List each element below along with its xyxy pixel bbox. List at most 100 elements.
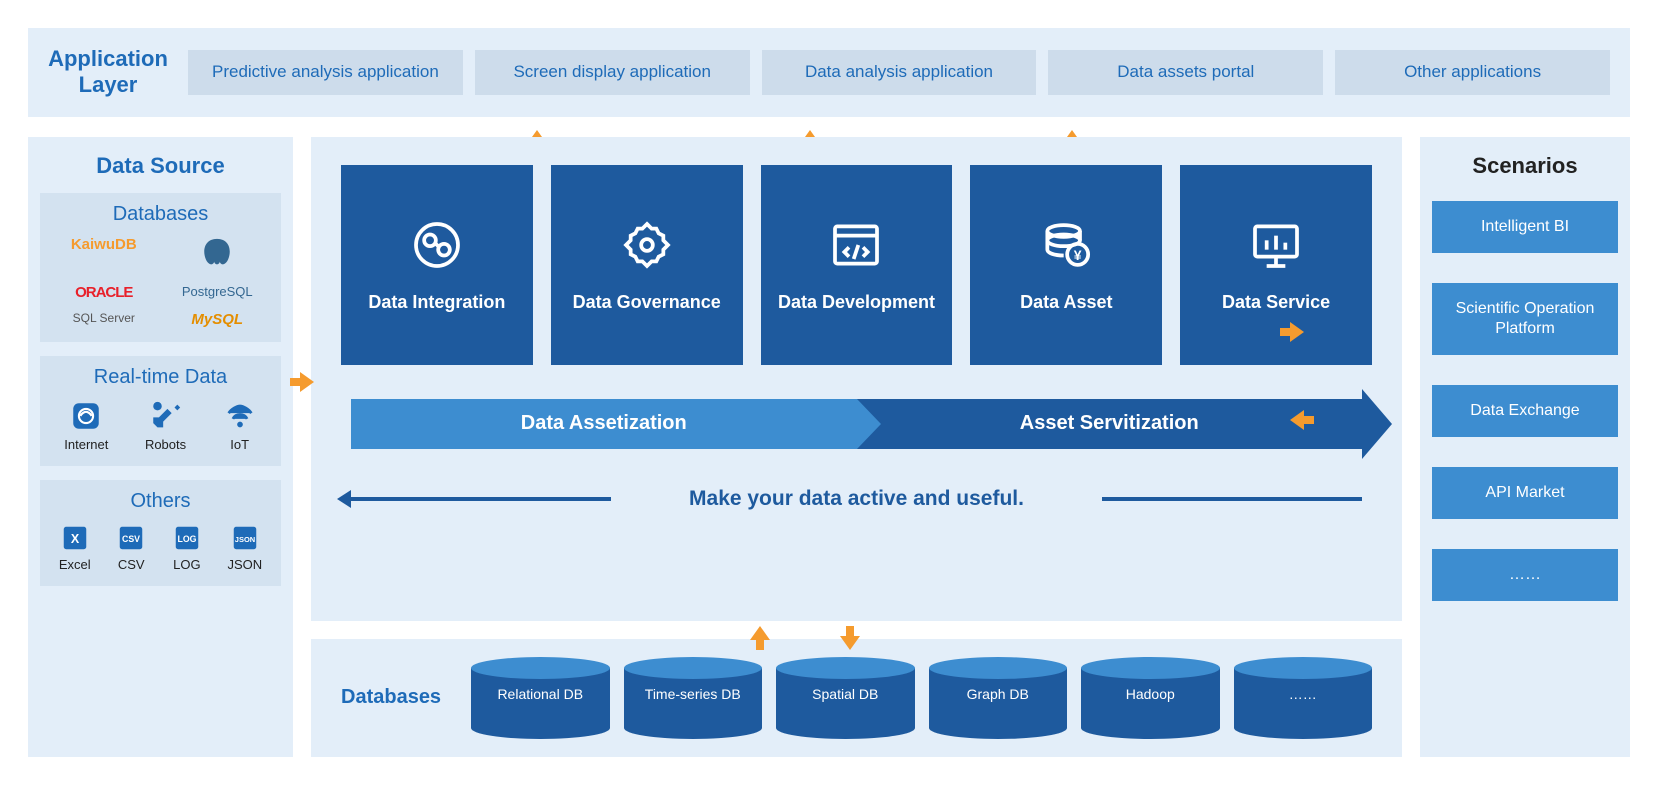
module-label: Data Development: [778, 291, 935, 314]
module-asset: ¥ Data Asset: [970, 165, 1162, 365]
db-cylinder: Time-series DB: [624, 657, 763, 739]
label: Spatial DB: [776, 686, 915, 702]
db-cylinder: Hadoop: [1081, 657, 1220, 739]
integration-icon: [409, 217, 465, 273]
svg-text:CSV: CSV: [122, 534, 140, 544]
iot-icon: [223, 399, 257, 433]
center-panel: Data Integration Data Governance Data De…: [311, 137, 1402, 757]
scenario-item: Scientific Operation Platform: [1432, 283, 1618, 355]
center-top: Data Integration Data Governance Data De…: [311, 137, 1402, 621]
label: Graph DB: [929, 686, 1068, 702]
main-row: Data Source Databases KaiwuDB ORACLE Pos…: [28, 137, 1630, 757]
app-item: Predictive analysis application: [188, 50, 463, 94]
label: Relational DB: [471, 686, 610, 702]
app-item: Data analysis application: [762, 50, 1037, 94]
scenario-item: ……: [1432, 549, 1618, 601]
label: Excel: [59, 557, 91, 572]
section-title: Real-time Data: [50, 366, 271, 389]
line: [1102, 497, 1362, 501]
realtime-item: IoT: [223, 399, 257, 452]
governance-icon: [619, 217, 675, 273]
section-title: Others: [50, 490, 271, 513]
log-icon: LOG: [172, 523, 202, 553]
label: JSON: [227, 557, 262, 572]
other-item: LOG LOG: [172, 523, 202, 572]
label: Time-series DB: [624, 686, 763, 702]
flow-left: Data Assetization: [351, 399, 857, 449]
label: Robots: [145, 437, 186, 452]
scenarios-title: Scenarios: [1432, 153, 1618, 179]
asset-icon: ¥: [1038, 217, 1094, 273]
db-logo-sqlserver: SQL Server: [50, 311, 158, 328]
scenario-item: API Market: [1432, 467, 1618, 519]
json-icon: JSON: [230, 523, 260, 553]
arrow-down-icon: [840, 636, 860, 650]
svg-text:X: X: [71, 532, 80, 546]
module-integration: Data Integration: [341, 165, 533, 365]
module-development: Data Development: [761, 165, 953, 365]
section-title: Databases: [50, 203, 271, 226]
arrow-right-icon: [300, 372, 314, 392]
app-item: Screen display application: [475, 50, 750, 94]
db-logo-mysql: MySQL: [164, 311, 272, 328]
application-layer: Application Layer Predictive analysis ap…: [28, 28, 1630, 117]
robot-icon: [149, 399, 183, 433]
other-item: X Excel: [59, 523, 91, 572]
db-logo-postgres-icon: [164, 236, 272, 274]
module-governance: Data Governance: [551, 165, 743, 365]
label: CSV: [118, 557, 145, 572]
realtime-item: Robots: [145, 399, 186, 452]
scenario-item: Data Exchange: [1432, 385, 1618, 437]
application-layer-items: Predictive analysis application Screen d…: [188, 50, 1610, 94]
arrow-left-icon: [351, 497, 611, 501]
module-label: Data Service: [1222, 291, 1330, 314]
label: ……: [1234, 686, 1373, 702]
db-cylinder: Relational DB: [471, 657, 610, 739]
label: Internet: [64, 437, 108, 452]
label: IoT: [230, 437, 249, 452]
app-item: Data assets portal: [1048, 50, 1323, 94]
databases-row: Databases Relational DB Time-series DB S…: [311, 639, 1402, 757]
scenario-item: Intelligent BI: [1432, 201, 1618, 253]
flow-right: Asset Servitization: [857, 399, 1363, 449]
arrow-right-icon: [1290, 322, 1304, 342]
other-item: CSV CSV: [116, 523, 146, 572]
db-logo-kaiwudb: KaiwuDB: [50, 236, 158, 274]
db-logo-postgresql: PostgreSQL: [164, 284, 272, 301]
svg-text:JSON: JSON: [235, 535, 255, 544]
arrow-left-icon: [1290, 410, 1304, 430]
service-icon: [1248, 217, 1304, 273]
db-cylinder: Graph DB: [929, 657, 1068, 739]
csv-icon: CSV: [116, 523, 146, 553]
db-cylinder: ……: [1234, 657, 1373, 739]
arrow-up-icon: [750, 626, 770, 640]
slogan-text: Make your data active and useful.: [631, 487, 1082, 511]
application-layer-title: Application Layer: [48, 46, 168, 99]
realtime-section: Real-time Data Internet Robots IoT: [40, 356, 281, 466]
realtime-item: Internet: [64, 399, 108, 452]
other-item: JSON JSON: [227, 523, 262, 572]
label: Hadoop: [1081, 686, 1220, 702]
data-source-title: Data Source: [40, 153, 281, 179]
internet-icon: [69, 399, 103, 433]
module-label: Data Integration: [368, 291, 505, 314]
others-section: Others X Excel CSV CSV LOG LOG JSON JSON: [40, 480, 281, 586]
excel-icon: X: [60, 523, 90, 553]
flow-arrow: Data Assetization Asset Servitization: [351, 399, 1362, 449]
development-icon: [828, 217, 884, 273]
module-label: Data Asset: [1020, 291, 1112, 314]
module-service: Data Service: [1180, 165, 1372, 365]
svg-text:¥: ¥: [1074, 247, 1082, 263]
label: LOG: [173, 557, 200, 572]
db-logo-oracle: ORACLE: [50, 284, 158, 301]
scenarios-panel: Scenarios Intelligent BI Scientific Oper…: [1420, 137, 1630, 757]
modules-row: Data Integration Data Governance Data De…: [341, 165, 1372, 365]
svg-text:LOG: LOG: [177, 534, 196, 544]
slogan-row: Make your data active and useful.: [341, 487, 1372, 511]
app-item: Other applications: [1335, 50, 1610, 94]
databases-title: Databases: [341, 686, 451, 709]
db-cylinder: Spatial DB: [776, 657, 915, 739]
databases-section: Databases KaiwuDB ORACLE PostgreSQL SQL …: [40, 193, 281, 342]
data-source-panel: Data Source Databases KaiwuDB ORACLE Pos…: [28, 137, 293, 757]
module-label: Data Governance: [573, 291, 721, 314]
